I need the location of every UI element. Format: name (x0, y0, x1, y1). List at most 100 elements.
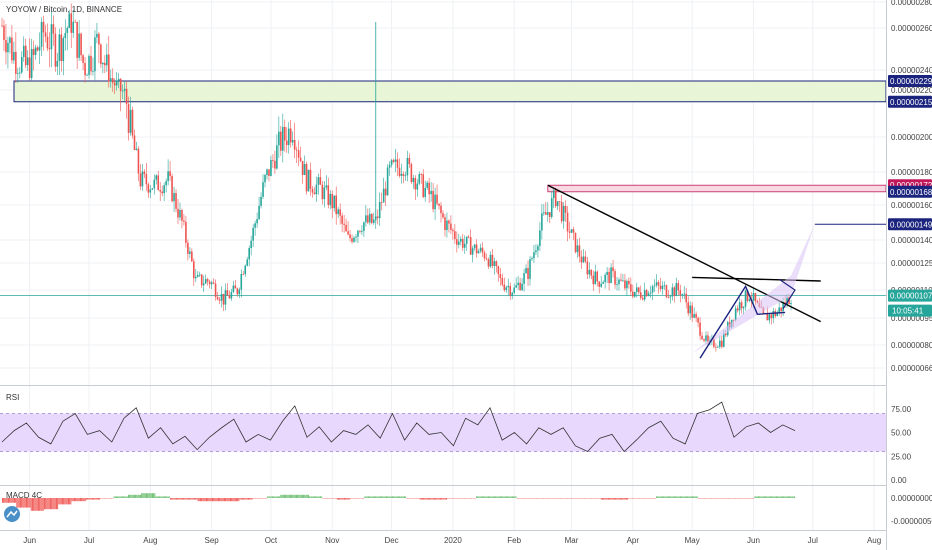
macd-bar (128, 494, 129, 498)
macd-bar (381, 496, 383, 498)
macd-bar (509, 496, 511, 498)
macd-bar (488, 496, 489, 498)
candle-body (17, 73, 19, 74)
candle-body (234, 285, 237, 289)
macd-bar (694, 496, 696, 498)
candle-body (432, 191, 434, 210)
candle-body (72, 21, 74, 33)
candle-body (675, 283, 678, 297)
candle-body (18, 72, 21, 74)
macd-bar (160, 496, 162, 498)
candle-body (459, 238, 462, 242)
macd-bar (450, 498, 452, 499)
candle-body (378, 202, 381, 219)
macd-bar (116, 496, 117, 498)
candle-body (392, 160, 395, 162)
macd-bar (82, 498, 84, 502)
macd-bar (375, 496, 377, 498)
macd-bar (356, 498, 357, 499)
macd-bar (216, 498, 218, 502)
macd-bar (180, 498, 182, 500)
macd-bar (263, 498, 265, 499)
candle-body (780, 307, 782, 312)
macd-bar (549, 498, 551, 499)
candle-body (90, 55, 92, 72)
candle-body (183, 220, 185, 222)
candle-body (497, 266, 500, 275)
macd-bar (689, 496, 691, 498)
macd-bar (746, 498, 747, 499)
macd-bar (290, 494, 291, 498)
macd-bar (12, 498, 14, 503)
candle-body (236, 288, 239, 295)
candle-body (408, 158, 411, 165)
macd-bar (195, 498, 197, 500)
candle-body (699, 322, 701, 336)
time-axis-labels[interactable]: Jun Jul Aug Sep Oct Nov Dec 2020 Feb Mar Apr May Jun… (23, 536, 881, 545)
macd-bar (309, 496, 311, 498)
macd-bar (324, 498, 326, 499)
macd-bar (292, 494, 294, 498)
macd-bar (108, 498, 110, 499)
candle-body (34, 47, 37, 55)
macd-bar (364, 496, 366, 498)
candle-body (212, 282, 215, 284)
macd-bar (556, 498, 558, 499)
candle-body (11, 37, 13, 61)
candle-body (66, 27, 69, 33)
candle-body (456, 239, 458, 245)
price-tick-label: 0.00000066 (891, 364, 932, 373)
macd-bar (132, 494, 134, 498)
candle-body (266, 169, 268, 175)
macd-bar (212, 498, 213, 502)
macd-bar (80, 498, 81, 502)
macd-bar (596, 498, 597, 499)
macd-bar (780, 496, 782, 498)
macd-bar (736, 498, 738, 499)
candle-body (463, 243, 466, 248)
candle-body (323, 187, 326, 200)
candle-body (274, 160, 276, 169)
candle-body (503, 284, 506, 291)
candle-body (511, 292, 514, 296)
macd-bar (461, 498, 463, 499)
macd-bar (244, 498, 246, 500)
macd-bar (113, 496, 115, 498)
macd-bar (162, 496, 164, 498)
candle-body (179, 210, 181, 218)
candle-body (376, 216, 379, 219)
macd-bar (249, 498, 251, 500)
macd-bar (374, 496, 375, 498)
candle-body (196, 274, 199, 277)
macd-bar (159, 496, 161, 498)
macd-bar (533, 498, 535, 499)
candle-body (5, 40, 7, 53)
candle-body (151, 188, 154, 190)
candle-body (3, 25, 5, 41)
candle-body (173, 193, 175, 202)
candle-body (521, 283, 523, 291)
candle-body (208, 281, 211, 285)
candle-body (612, 267, 614, 272)
tradingview-logo-icon[interactable] (4, 506, 20, 522)
candle-body (550, 198, 553, 217)
candle-body (477, 251, 480, 254)
macd-bar (650, 498, 651, 499)
macd-bar (368, 496, 369, 498)
macd-bar (635, 498, 637, 499)
macd-bar (759, 496, 761, 498)
macd-bar (641, 498, 643, 499)
candle-body (127, 104, 130, 133)
macd-bar (748, 498, 750, 499)
macd-bar (221, 498, 223, 502)
candle-body (193, 261, 195, 279)
macd-bar (476, 496, 477, 498)
candle-body (82, 55, 84, 63)
macd-bar (399, 496, 401, 498)
macd-bar (639, 498, 641, 499)
macd-bar (400, 496, 402, 498)
macd-bar (671, 496, 673, 498)
macd-bar (632, 498, 633, 499)
price-axis[interactable] (887, 0, 932, 550)
